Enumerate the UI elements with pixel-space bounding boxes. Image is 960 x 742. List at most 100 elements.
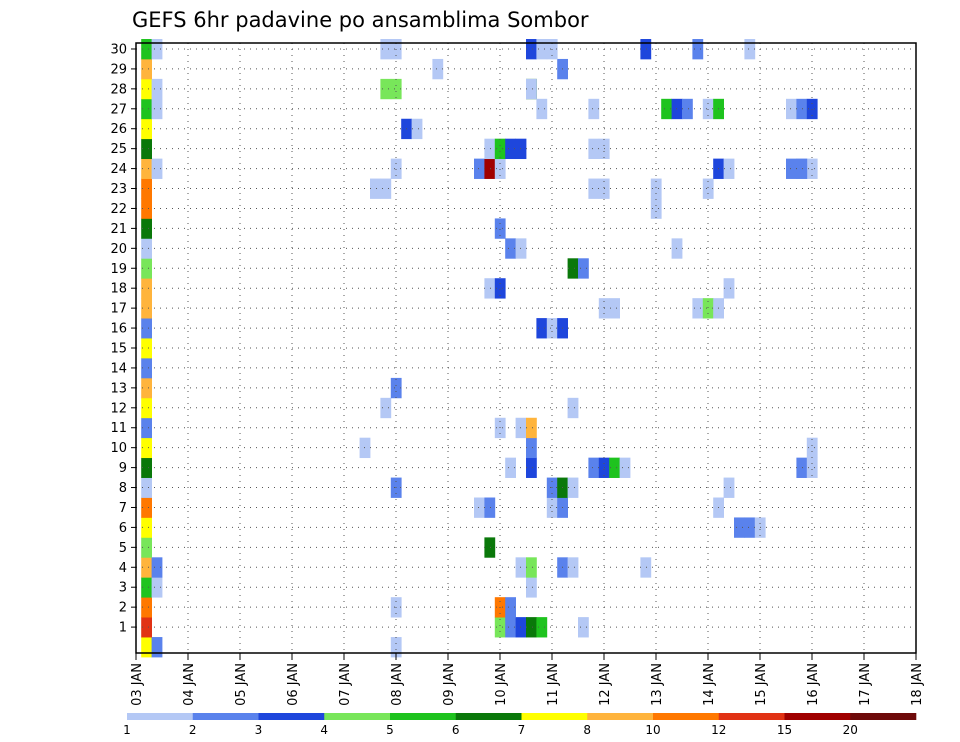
- colorbar-label: 3: [255, 723, 263, 737]
- y-tick-label: 9: [119, 461, 127, 476]
- heatmap-cell: [141, 238, 152, 259]
- heatmap-cell: [141, 338, 152, 359]
- x-tick-label: 14 JAN: [702, 663, 717, 706]
- heatmap-cell: [650, 178, 662, 199]
- y-tick-label: 5: [119, 541, 127, 556]
- colorbar-label: 7: [518, 723, 526, 737]
- heatmap-cell: [588, 98, 600, 120]
- colorbar-label: 2: [189, 723, 197, 737]
- heatmap-cell: [151, 158, 163, 179]
- heatmap-cell: [380, 178, 392, 199]
- heatmap-cell: [141, 318, 152, 339]
- heatmap-cell: [494, 617, 506, 638]
- colorbar-swatch: [324, 713, 391, 720]
- heatmap-cell: [484, 138, 496, 160]
- heatmap-cell: [526, 39, 537, 60]
- heatmap-cell: [151, 637, 163, 658]
- heatmap-cell: [141, 457, 152, 478]
- heatmap-cell: [474, 497, 485, 518]
- heatmap-cell: [619, 457, 631, 478]
- heatmap-cell: [141, 158, 152, 179]
- colorbar-swatch: [653, 713, 720, 720]
- heatmap-cell: [526, 78, 537, 100]
- heatmap-cell: [567, 258, 579, 279]
- x-tick-label: 11 JAN: [546, 663, 561, 706]
- colorbar-swatch: [521, 713, 588, 720]
- colorbar-swatch: [587, 713, 654, 720]
- heatmap-cell: [484, 537, 496, 558]
- heatmap-cell: [588, 457, 600, 478]
- y-tick-label: 21: [110, 222, 127, 237]
- heatmap-cell: [546, 318, 558, 339]
- x-tick-label: 05 JAN: [234, 663, 249, 706]
- heatmap-cell: [141, 218, 152, 239]
- heatmap-cell: [723, 477, 735, 498]
- heatmap-cell: [380, 397, 392, 419]
- heatmap-cell: [526, 437, 537, 459]
- heatmap-cell: [390, 158, 402, 179]
- y-tick-label: 10: [110, 441, 127, 456]
- y-tick-label: 30: [110, 42, 127, 57]
- colorbar-swatch: [784, 713, 851, 720]
- heatmap-cell: [723, 278, 735, 299]
- colorbar-label: 4: [320, 723, 328, 737]
- colorbar-label: 20: [843, 723, 858, 737]
- x-tick-label: 18 JAN: [910, 663, 925, 706]
- heatmap-cell: [744, 517, 756, 538]
- heatmap-cell: [526, 417, 537, 439]
- heatmap-cell: [390, 637, 402, 658]
- heatmap-cell: [141, 98, 152, 120]
- x-tick-label: 04 JAN: [182, 663, 197, 706]
- heatmap-cell: [151, 98, 163, 120]
- heatmap-cells: [141, 39, 818, 658]
- heatmap-cell: [141, 517, 152, 538]
- y-tick-label: 7: [119, 501, 127, 516]
- heatmap-cell: [650, 198, 662, 219]
- colorbar-swatch: [455, 713, 522, 720]
- y-tick-label: 12: [110, 401, 127, 416]
- heatmap-cell: [141, 377, 152, 399]
- heatmap-cell: [432, 58, 444, 80]
- heatmap-cell: [578, 617, 589, 638]
- heatmap-cell: [494, 158, 506, 179]
- heatmap-cell: [141, 537, 152, 558]
- heatmap-cell: [141, 577, 152, 598]
- heatmap-cell: [141, 617, 152, 638]
- heatmap-cell: [141, 298, 152, 319]
- heatmap-cell: [526, 577, 537, 598]
- y-tick-label: 25: [110, 142, 127, 157]
- heatmap-cell: [141, 198, 152, 219]
- heatmap-cell: [661, 98, 672, 120]
- heatmap-cell: [806, 98, 818, 120]
- heatmap-cell: [505, 597, 516, 618]
- heatmap-cell: [141, 597, 152, 618]
- x-tick-label: 07 JAN: [338, 663, 353, 706]
- x-tick-label: 09 JAN: [442, 663, 457, 706]
- heatmap-cell: [141, 258, 152, 279]
- heatmap-cell: [806, 457, 818, 478]
- heatmap-cell: [494, 138, 506, 160]
- heatmap-cell: [380, 78, 392, 100]
- heatmap-cell: [567, 397, 579, 419]
- y-tick-label: 22: [110, 202, 127, 217]
- heatmap-cell: [505, 238, 516, 259]
- heatmap-cell: [141, 178, 152, 199]
- x-tick-label: 12 JAN: [598, 663, 613, 706]
- heatmap-cell: [692, 298, 704, 319]
- heatmap-cell: [609, 298, 620, 319]
- y-tick-label: 1: [119, 621, 127, 636]
- heatmap-cell: [484, 158, 496, 179]
- heatmap-cell: [141, 278, 152, 299]
- y-tick-label: 20: [110, 242, 127, 257]
- y-tick-label: 13: [110, 381, 127, 396]
- x-tick-label: 08 JAN: [390, 663, 405, 706]
- chart-title: GEFS 6hr padavine po ansamblima Sombor: [132, 8, 589, 32]
- colorbar-swatch: [192, 713, 259, 720]
- heatmap-cell: [505, 457, 516, 478]
- heatmap-cell: [796, 98, 808, 120]
- y-tick-label: 28: [110, 82, 127, 97]
- heatmap-cell: [806, 437, 818, 459]
- heatmap-cell: [370, 178, 381, 199]
- colorbar-label: 15: [777, 723, 792, 737]
- heatmap-cell: [141, 557, 152, 578]
